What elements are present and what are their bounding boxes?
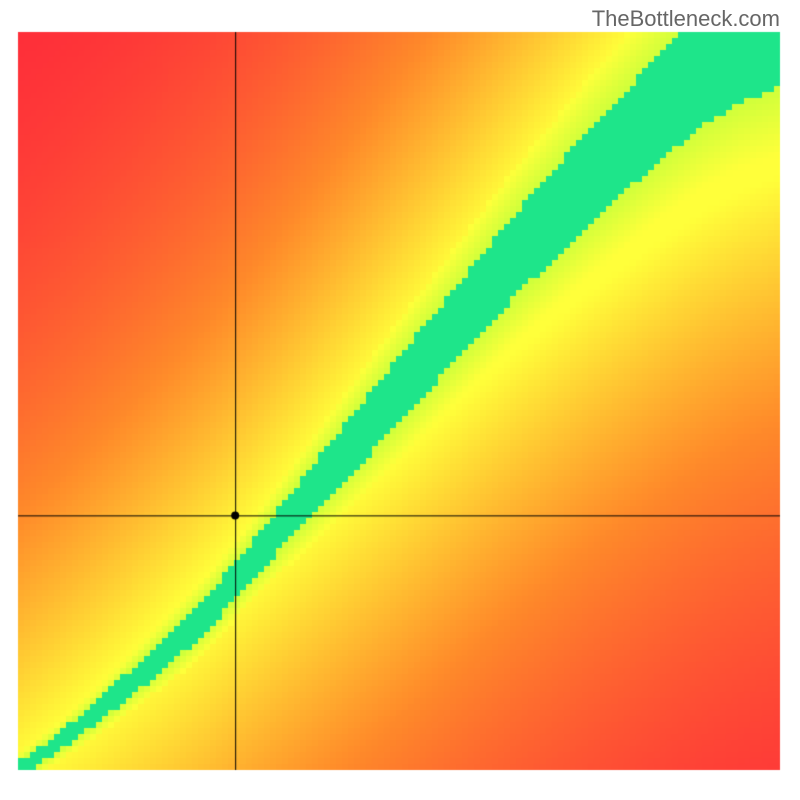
chart-container: TheBottleneck.com [0, 0, 800, 800]
heatmap-canvas [0, 0, 800, 800]
watermark-text: TheBottleneck.com [592, 6, 780, 32]
